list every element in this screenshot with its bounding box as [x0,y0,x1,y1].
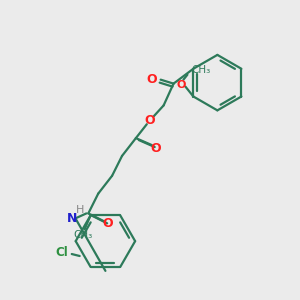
Text: CH₃: CH₃ [191,65,211,75]
Text: Cl: Cl [56,245,68,259]
Text: N: N [67,212,78,225]
Text: H: H [76,206,85,215]
Text: CH₃: CH₃ [73,230,92,240]
Text: O: O [103,217,113,230]
Text: O: O [146,73,157,86]
Text: O: O [150,142,161,154]
Text: O: O [177,80,186,90]
Text: O: O [144,114,155,127]
